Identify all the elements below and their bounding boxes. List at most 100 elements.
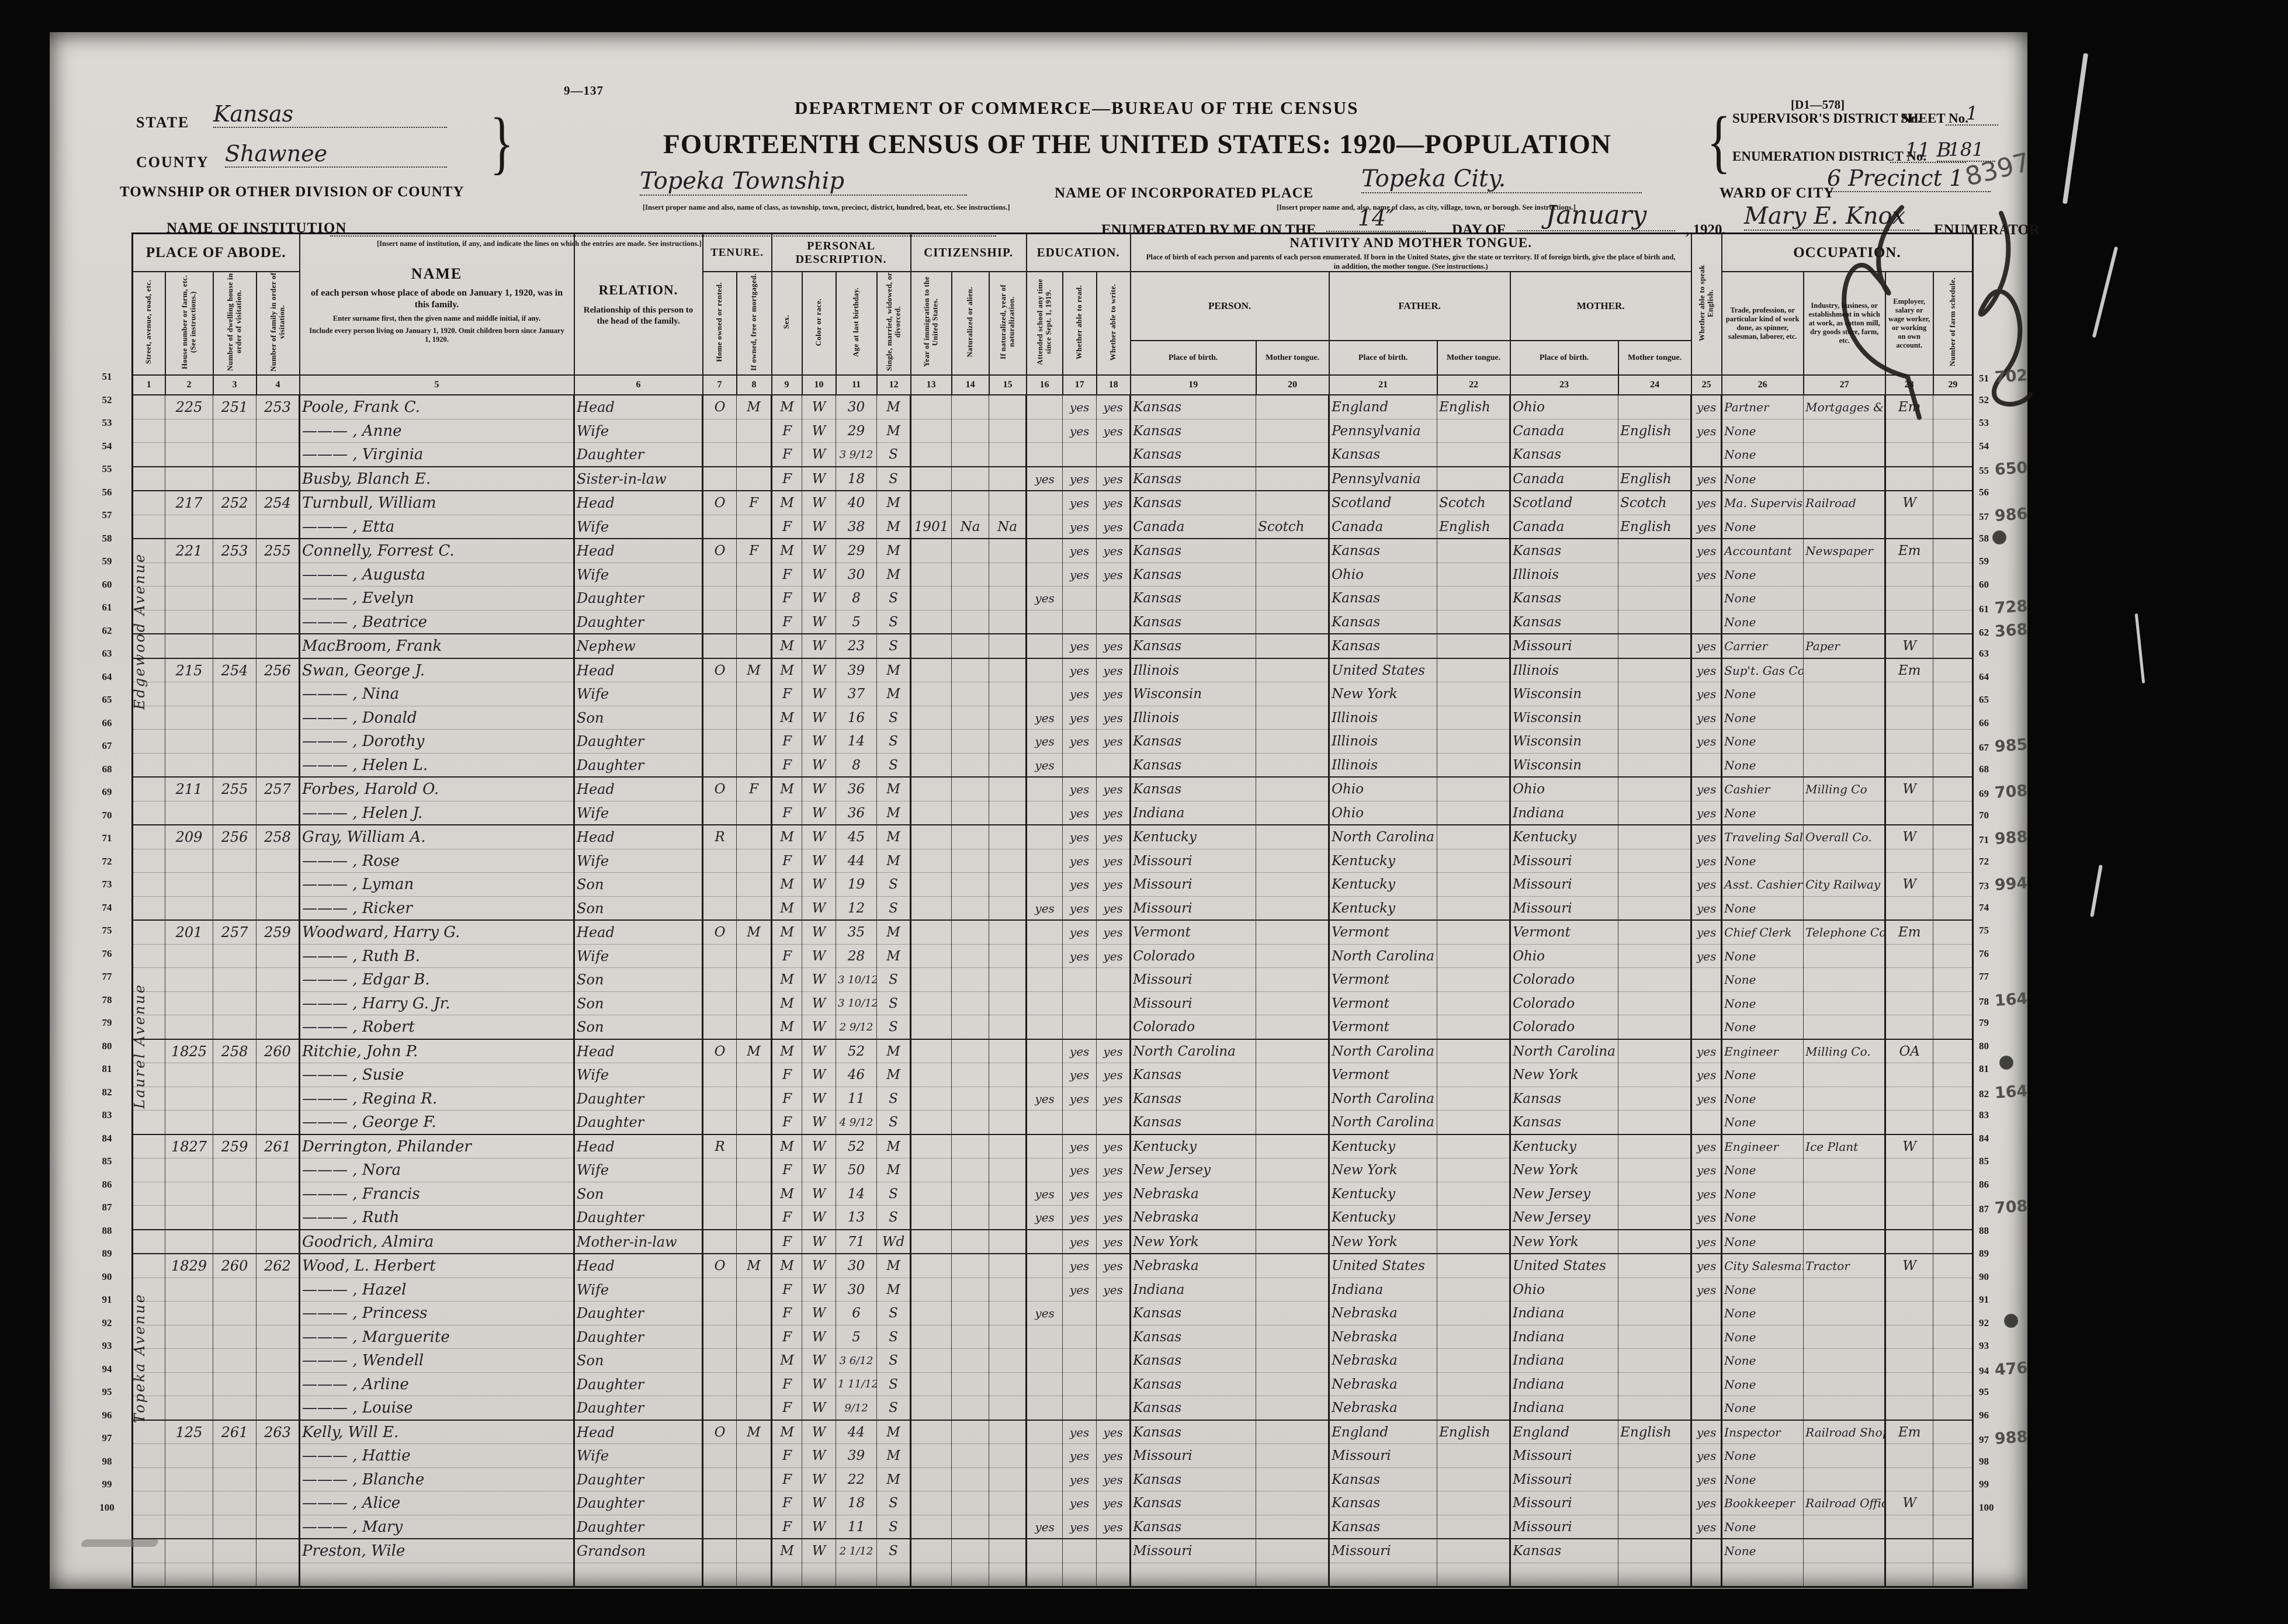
cell-father-mother-tongue [1437,1562,1511,1587]
group-citizenship: CITIZENSHIP. [910,233,1027,273]
cell-naturalized-or-alien [951,1538,990,1563]
cell-attended-school: yes [1025,729,1063,754]
cell-father-place-of-birth: Nebraska [1328,1348,1438,1373]
cell-father-place-of-birth: Illinois [1328,705,1438,730]
cell-immigration-year [910,1229,952,1254]
cell-family-number [255,586,300,610]
line-number: 54 [1979,440,1989,452]
cell-father-place-of-birth: Vermont [1328,991,1438,1015]
cell-free-or-mortgaged [736,442,772,467]
cell-mother-mother-tongue [1618,800,1692,825]
cell-street [132,1514,165,1539]
line-number: 55 [1979,465,1989,476]
column-number-18: 18 [1096,374,1131,396]
cell-relation: Daughter [573,1467,703,1491]
cell-mother-place-of-birth: Illinois [1509,562,1619,587]
cell-family-number [255,1181,300,1206]
cell-able-to-write: yes [1096,729,1131,754]
cell-naturalization-year [989,752,1027,778]
cell-father-mother-tongue [1437,418,1511,443]
cell-house-number [165,1467,213,1491]
cell-able-to-write: yes [1096,896,1131,921]
cell-able-to-read [1062,1538,1097,1563]
cell-naturalized-or-alien [951,1514,990,1539]
cell-color-or-race: W [802,682,837,706]
cell-color-or-race: W [802,800,837,825]
cell-family-number [255,1086,300,1111]
cell-speaks-english [1690,1348,1722,1373]
cell-relation: Nephew [573,633,703,658]
col-age: Age at last birthday. [835,271,878,376]
cell-occupation: None [1721,752,1804,778]
cell-father-mother-tongue [1437,1015,1511,1039]
line-number-right-88: 88 [1979,1219,2027,1243]
cell-employment-class [1884,1324,1934,1349]
cell-color-or-race: W [802,872,837,897]
cell-color-or-race: W [802,705,837,730]
cell-mother-tongue [1256,800,1330,825]
cell-family-number [255,1443,300,1468]
cell-occupation: Partner [1721,395,1804,419]
cell-age: 3 10/12 [836,967,878,992]
cell-relation: Son [573,872,703,897]
cell-farm-schedule [1933,466,1974,491]
cell-immigration-year [910,633,952,658]
cell-street [132,395,165,419]
cell-mother-mother-tongue [1618,1396,1692,1420]
cell-color-or-race: W [802,1015,837,1039]
cell-attended-school [1025,1038,1063,1063]
cell-speaks-english: yes [1690,1038,1722,1063]
cell-color-or-race: W [802,1467,837,1491]
cell-place-of-birth: Kansas [1129,729,1257,754]
cell-industry [1803,729,1886,754]
cell-father-mother-tongue [1437,967,1511,992]
cell-employment-class: Em [1884,538,1934,563]
cell-house-number: 217 [165,490,213,515]
cell-home-owned-or-rented [702,705,737,730]
cell-family-number: 263 [255,1419,300,1444]
cell-mother-place-of-birth: Illinois [1509,657,1619,682]
cell-relation: Wife [573,1063,703,1087]
cell-home-owned-or-rented [702,1277,737,1302]
cell-street [132,1181,165,1206]
cell-naturalization-year [989,848,1027,873]
cell-home-owned-or-rented: O [702,776,737,801]
line-number-left-55: 55 [102,463,112,474]
cell-mother-place-of-birth: England [1509,1419,1619,1444]
cell-mother-mother-tongue [1618,633,1692,658]
line-number: 78 [1979,995,1989,1007]
cell-dwelling-number [213,872,256,897]
line-number-right-51: 51 702 [1979,365,2028,388]
cell-naturalized-or-alien [951,1063,990,1087]
cell-street [132,1277,165,1302]
cell-immigration-year [910,1277,952,1302]
cell-home-owned-or-rented [702,1086,737,1111]
cell-occupation: Chief Clerk [1721,919,1804,945]
cell-mother-place-of-birth: Missouri [1509,872,1619,897]
cell-marital-status: M [876,395,911,419]
cell-father-place-of-birth: Kentucky [1328,1133,1438,1158]
cell-mother-tongue [1256,1562,1330,1587]
cell-person-name: ——— , Anne [299,418,575,443]
cell-relation: Daughter [573,1324,703,1349]
cell-free-or-mortgaged: F [736,490,772,515]
cell-employment-class [1884,1396,1934,1420]
cell-home-owned-or-rented [702,800,737,825]
cell-dwelling-number [213,848,256,873]
cell-free-or-mortgaged [736,586,772,610]
cell-house-number [165,1396,213,1420]
cell-occupation: Engineer [1721,1038,1804,1063]
sheet-number-value: 11 B [1890,138,1966,163]
cell-father-mother-tongue [1437,1086,1511,1111]
cell-dwelling-number: 253 [213,538,256,563]
cell-sex: M [771,1133,803,1158]
cell-person-name: ——— , Hazel [299,1277,575,1302]
cell-color-or-race: W [802,1514,837,1539]
cell-able-to-read: yes [1062,705,1097,730]
cell-speaks-english [1690,1110,1722,1134]
cell-person-name: Gray, William A. [299,824,575,849]
cell-place-of-birth: North Carolina [1129,1038,1257,1063]
cell-naturalization-year [989,1133,1027,1158]
cell-attended-school: yes [1025,466,1063,491]
